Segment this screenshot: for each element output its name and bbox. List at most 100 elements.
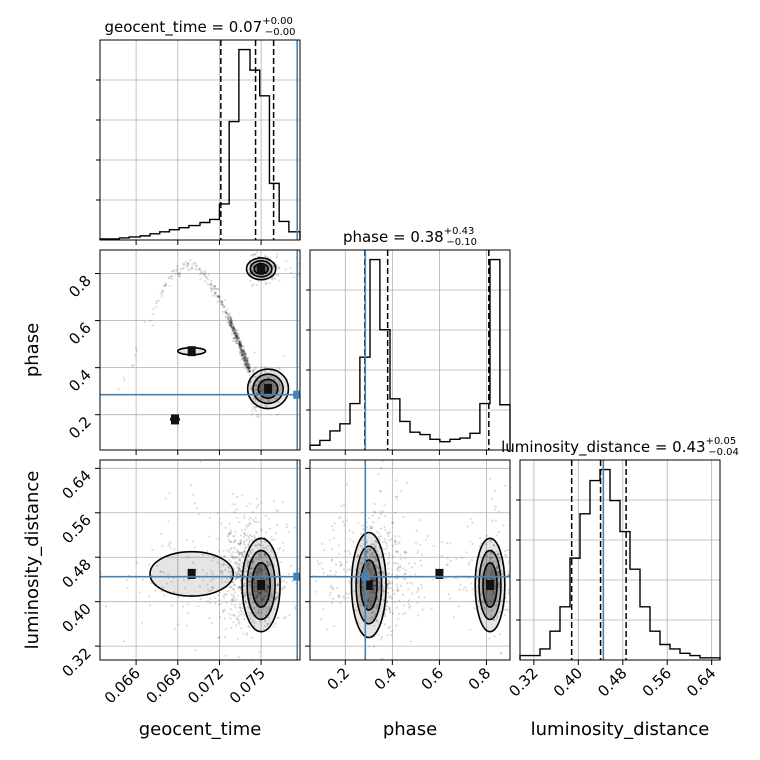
sample-point: [225, 311, 228, 315]
sample-point: [287, 572, 290, 575]
sample-point: [341, 520, 345, 523]
sample-point: [185, 624, 188, 627]
sample-point: [500, 569, 503, 573]
sample-point: [278, 383, 281, 386]
sample-point: [393, 540, 396, 543]
sample-point: [239, 585, 242, 588]
sample-point: [348, 592, 351, 596]
sample-point: [241, 529, 244, 532]
sample-point: [335, 563, 338, 567]
sample-point: [253, 367, 256, 370]
sample-point: [483, 607, 486, 610]
sample-point: [366, 551, 369, 554]
sample-point: [375, 620, 378, 623]
sample-point: [201, 553, 204, 556]
sample-point: [239, 346, 243, 349]
sample-point: [200, 271, 203, 274]
sample-point: [238, 342, 241, 345]
sample-point: [217, 294, 220, 298]
sample-point: [244, 564, 247, 567]
sample-point: [248, 625, 251, 628]
sample-point: [163, 284, 166, 287]
sample-point: [373, 579, 376, 582]
sample-point: [373, 584, 376, 587]
sample-point: [251, 369, 255, 372]
sample-point: [279, 387, 283, 390]
sample-point: [415, 529, 418, 532]
sample-point: [267, 264, 270, 267]
sample-point: [117, 388, 120, 391]
sample-point: [216, 561, 219, 565]
sample-point: [484, 543, 487, 546]
sample-point: [187, 269, 190, 272]
sample-point: [345, 483, 348, 486]
sample-point: [195, 507, 198, 510]
sample-point: [369, 590, 372, 593]
sample-point: [168, 285, 171, 288]
sample-point: [243, 550, 246, 554]
sample-point: [248, 583, 251, 586]
sample-point: [161, 544, 164, 548]
sample-point: [266, 577, 269, 580]
sample-point: [237, 655, 240, 659]
sample-point: [340, 504, 343, 508]
sample-point: [231, 493, 234, 496]
sample-point: [276, 413, 279, 416]
sample-point: [496, 566, 499, 569]
sample-point: [260, 568, 263, 571]
sample-point: [373, 511, 377, 514]
sample-point: [232, 581, 235, 584]
sample-point: [230, 320, 233, 323]
sample-point: [496, 553, 499, 556]
sample-point: [411, 566, 414, 569]
sample-point: [423, 596, 426, 599]
sample-point: [371, 611, 375, 614]
sample-point: [320, 542, 324, 545]
sample-point: [297, 262, 300, 265]
sample-point: [403, 551, 406, 554]
sample-point: [253, 621, 256, 625]
sample-point: [100, 572, 103, 575]
sample-point: [264, 255, 267, 258]
sample-point: [376, 566, 379, 569]
sample-point: [240, 551, 243, 554]
sample-point: [386, 634, 389, 637]
sample-point: [232, 331, 235, 334]
sample-point: [468, 563, 471, 566]
sample-point: [404, 578, 407, 581]
sample-point: [233, 332, 236, 335]
sample-point: [234, 530, 237, 533]
sample-point: [248, 370, 252, 373]
sample-point: [250, 636, 253, 639]
sample-point: [250, 552, 253, 555]
sample-point: [220, 303, 224, 306]
sample-point: [387, 596, 391, 599]
sample-point: [223, 555, 226, 558]
sample-point: [346, 519, 349, 522]
sample-point: [228, 532, 231, 535]
sample-point: [374, 545, 377, 548]
sample-point: [263, 566, 267, 569]
sample-point: [194, 264, 197, 267]
sample-point: [242, 353, 245, 357]
sample-point: [205, 275, 208, 278]
sample-point: [238, 343, 241, 346]
sample-point: [369, 557, 372, 560]
sample-point: [252, 283, 255, 286]
sample-point: [246, 361, 249, 365]
sample-point: [394, 540, 397, 543]
sample-point: [255, 571, 258, 574]
sample-point: [238, 543, 242, 546]
sample-point: [246, 562, 249, 565]
sample-point: [230, 603, 233, 606]
sample-point: [378, 584, 381, 587]
sample-point: [237, 567, 241, 570]
sample-point: [229, 316, 232, 319]
sample-point: [478, 545, 482, 548]
sample-point: [257, 611, 260, 614]
sample-point: [235, 598, 238, 601]
sample-point: [398, 565, 401, 568]
sample-point: [249, 279, 252, 282]
sample-point: [246, 562, 249, 565]
sample-point: [256, 543, 259, 546]
